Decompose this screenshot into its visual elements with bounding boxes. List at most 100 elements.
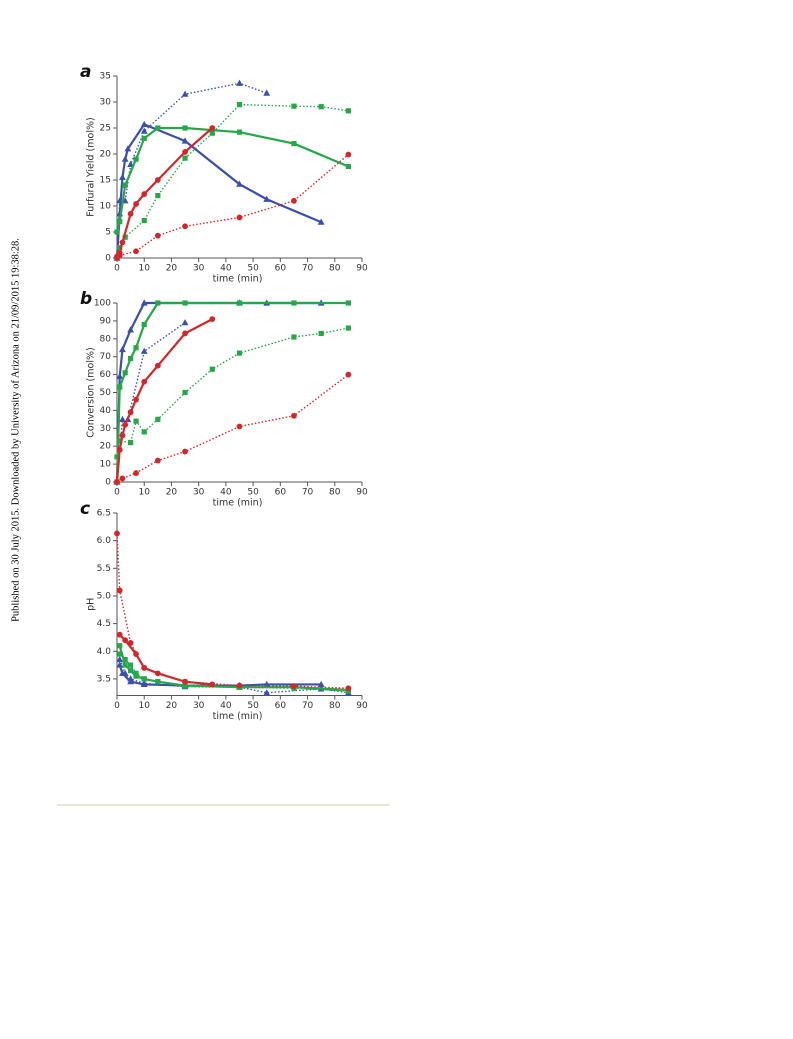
point [114,530,120,537]
point [209,681,216,688]
point [141,191,148,197]
point [182,389,188,396]
point [291,103,297,109]
panel-label: a [80,62,91,82]
y-tick-label: 20 [100,150,112,160]
series-line [118,645,349,692]
point [236,300,243,306]
point [345,151,352,158]
point [154,362,161,369]
x-tick-label: 20 [166,701,178,711]
point [116,372,124,379]
y-tick-label: 20 [100,442,112,452]
point [263,689,271,696]
x-tick-label: 10 [138,701,150,711]
point [128,355,134,362]
point [133,345,139,351]
point [117,245,123,251]
point [291,334,297,340]
point [236,350,243,356]
series-line [116,82,267,259]
x-tick-label: 80 [329,701,341,711]
point [154,232,161,239]
x-tick-label: 40 [220,488,232,498]
x-axis-label: time (min) [213,711,263,722]
point [122,182,128,188]
point [119,415,126,422]
point [181,137,189,144]
point [317,680,325,688]
y-axis-label: Conversion (mol%) [86,347,97,437]
point [116,661,124,668]
point [155,300,161,306]
point [133,418,139,424]
point [117,643,123,649]
point [121,155,129,162]
point [117,384,123,390]
point [236,180,243,187]
point [133,670,139,676]
point [122,637,129,644]
point [182,155,188,161]
y-axis-label: pH [86,598,97,611]
point [345,163,351,170]
point [122,662,128,668]
series-line [116,153,349,259]
y-tick-label: 4.0 [97,647,112,657]
point [236,423,243,430]
x-tick-label: 90 [356,264,368,274]
point [119,475,126,482]
point [209,316,216,323]
point [116,252,123,259]
point [124,145,132,152]
point [209,130,215,136]
point [155,193,161,199]
point [119,239,126,246]
y-tick-label: 70 [100,352,112,362]
y-tick-label: 80 [100,334,112,344]
point [117,219,123,225]
point [122,656,128,663]
point [141,217,147,224]
point [291,412,297,419]
x-tick-label: 0 [114,701,120,711]
x-tick-label: 50 [247,701,259,711]
point [133,156,139,162]
point [128,440,134,446]
point [119,173,126,180]
x-tick-label: 60 [275,488,287,498]
point [291,683,297,689]
x-tick-label: 40 [220,701,232,711]
point [122,234,128,240]
series-line [116,327,349,458]
y-tick-label: 100 [94,299,111,309]
point [236,79,243,86]
point [114,229,120,235]
y-tick-label: 40 [100,406,112,416]
point [140,347,148,354]
x-tick-label: 50 [247,488,259,498]
y-tick-label: 30 [100,98,112,108]
point [155,125,161,131]
point [119,432,126,439]
y-tick-label: 60 [100,370,112,380]
x-tick-label: 20 [166,264,178,274]
x-tick-label: 50 [247,264,259,274]
x-tick-label: 30 [193,701,205,711]
point [127,409,134,416]
series-line [115,301,349,483]
point [117,651,123,657]
point [141,321,147,328]
y-tick-label: 5.0 [97,591,112,601]
point [345,685,352,692]
x-tick-label: 10 [138,488,150,498]
point [133,396,139,403]
point [345,371,352,378]
point [127,210,134,217]
series-line [115,301,322,483]
point [127,326,135,333]
point [141,135,147,141]
series-line [115,123,322,259]
point [182,223,188,230]
